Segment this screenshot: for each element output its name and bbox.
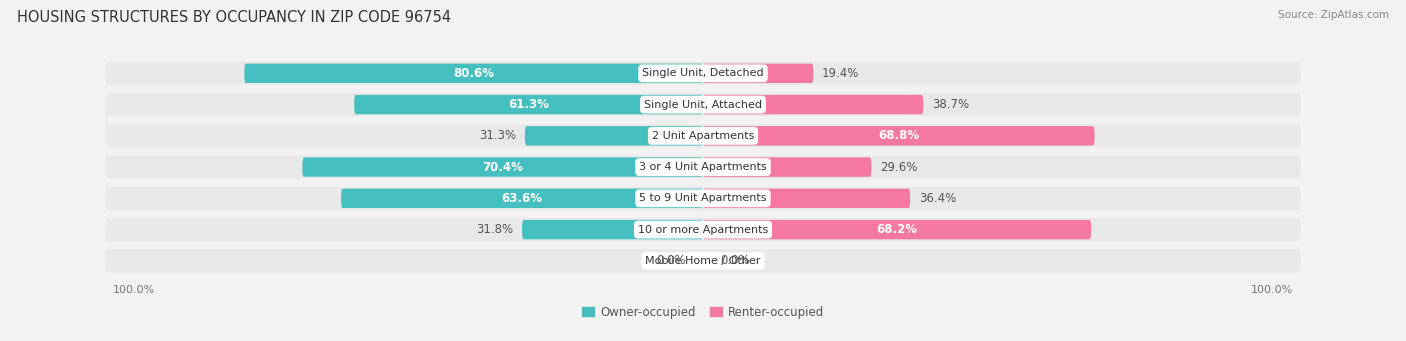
Text: 38.7%: 38.7% — [932, 98, 969, 111]
Text: 63.6%: 63.6% — [502, 192, 543, 205]
Text: 31.3%: 31.3% — [479, 129, 516, 142]
FancyBboxPatch shape — [354, 95, 703, 114]
FancyBboxPatch shape — [703, 126, 1094, 146]
FancyBboxPatch shape — [105, 62, 1301, 85]
Text: 68.8%: 68.8% — [879, 129, 920, 142]
FancyBboxPatch shape — [703, 95, 924, 114]
Text: 36.4%: 36.4% — [918, 192, 956, 205]
Legend: Owner-occupied, Renter-occupied: Owner-occupied, Renter-occupied — [578, 301, 828, 323]
FancyBboxPatch shape — [245, 64, 703, 83]
Text: 2 Unit Apartments: 2 Unit Apartments — [652, 131, 754, 141]
FancyBboxPatch shape — [703, 189, 910, 208]
Text: 70.4%: 70.4% — [482, 161, 523, 174]
Text: 80.6%: 80.6% — [453, 67, 494, 80]
FancyBboxPatch shape — [703, 64, 814, 83]
FancyBboxPatch shape — [105, 93, 1301, 116]
Text: 10 or more Apartments: 10 or more Apartments — [638, 225, 768, 235]
Text: 29.6%: 29.6% — [880, 161, 917, 174]
Text: 3 or 4 Unit Apartments: 3 or 4 Unit Apartments — [640, 162, 766, 172]
FancyBboxPatch shape — [703, 220, 1091, 239]
Text: Mobile Home / Other: Mobile Home / Other — [645, 256, 761, 266]
FancyBboxPatch shape — [105, 124, 1301, 147]
FancyBboxPatch shape — [342, 189, 703, 208]
Text: 5 to 9 Unit Apartments: 5 to 9 Unit Apartments — [640, 193, 766, 203]
FancyBboxPatch shape — [703, 158, 872, 177]
Text: 19.4%: 19.4% — [823, 67, 859, 80]
Text: Source: ZipAtlas.com: Source: ZipAtlas.com — [1278, 10, 1389, 20]
Text: 31.8%: 31.8% — [477, 223, 513, 236]
Text: HOUSING STRUCTURES BY OCCUPANCY IN ZIP CODE 96754: HOUSING STRUCTURES BY OCCUPANCY IN ZIP C… — [17, 10, 451, 25]
Text: 0.0%: 0.0% — [657, 254, 686, 267]
FancyBboxPatch shape — [524, 126, 703, 146]
Text: 0.0%: 0.0% — [720, 254, 749, 267]
FancyBboxPatch shape — [105, 187, 1301, 210]
FancyBboxPatch shape — [105, 156, 1301, 178]
Text: 61.3%: 61.3% — [508, 98, 548, 111]
Text: Single Unit, Detached: Single Unit, Detached — [643, 68, 763, 78]
FancyBboxPatch shape — [522, 220, 703, 239]
FancyBboxPatch shape — [105, 218, 1301, 241]
FancyBboxPatch shape — [105, 250, 1301, 272]
Text: Single Unit, Attached: Single Unit, Attached — [644, 100, 762, 109]
FancyBboxPatch shape — [302, 158, 703, 177]
Text: 68.2%: 68.2% — [876, 223, 918, 236]
